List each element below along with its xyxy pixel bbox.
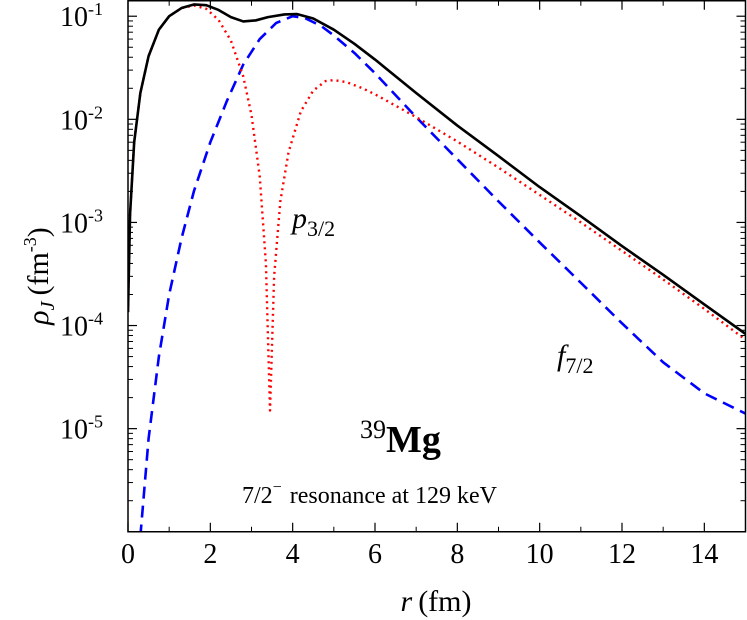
ticks-layer: 0 2 4 6 8 10 12 14 10-1 10-2 10-3 10-4 10-5 <box>60 0 746 570</box>
label-p3-2: p3/2 <box>290 202 335 241</box>
x-axis-label: r (fm) <box>401 585 472 618</box>
x-tick-label: 14 <box>690 539 718 570</box>
y-tick-label: 10-1 <box>60 0 103 33</box>
y-axis-subscript: J <box>37 300 59 310</box>
series-line-f7-2 <box>139 14 746 532</box>
series-line-total <box>128 3 746 335</box>
series-layer <box>128 3 746 532</box>
x-tick-label: 8 <box>450 539 464 570</box>
nucleus-annotation: 39Mg <box>360 415 441 461</box>
svg-text:ρJ(fm-3): ρJ (fm-3) <box>20 227 59 326</box>
y-tick-label: 10-5 <box>60 412 103 446</box>
label-f7-2: f7/2 <box>557 339 593 378</box>
y-axis-label: ρJ (fm-3) <box>20 227 59 326</box>
y-axis-unit-exponent: -3 <box>20 237 40 252</box>
series-line-p3-2 <box>128 4 746 412</box>
y-tick-label: 10-2 <box>60 102 103 136</box>
y-tick-label: 10-3 <box>60 205 103 239</box>
x-axis-symbol: r <box>401 585 413 618</box>
resonance-annotation: 7/2− resonance at 129 keV <box>242 479 498 509</box>
y-axis-unit: (fm <box>22 252 55 295</box>
x-tick-label: 12 <box>608 539 636 570</box>
plot-frame <box>127 0 747 533</box>
y-axis-unit-close: ) <box>22 227 55 237</box>
x-tick-label: 4 <box>286 539 300 570</box>
x-tick-label: 6 <box>368 539 382 570</box>
x-tick-label: 0 <box>121 539 135 570</box>
x-axis-unit: (fm) <box>418 585 471 618</box>
x-tick-label: 2 <box>203 539 217 570</box>
y-axis-symbol: ρ <box>22 310 55 325</box>
y-tick-label: 10-4 <box>60 309 103 343</box>
x-tick-label: 10 <box>526 539 554 570</box>
